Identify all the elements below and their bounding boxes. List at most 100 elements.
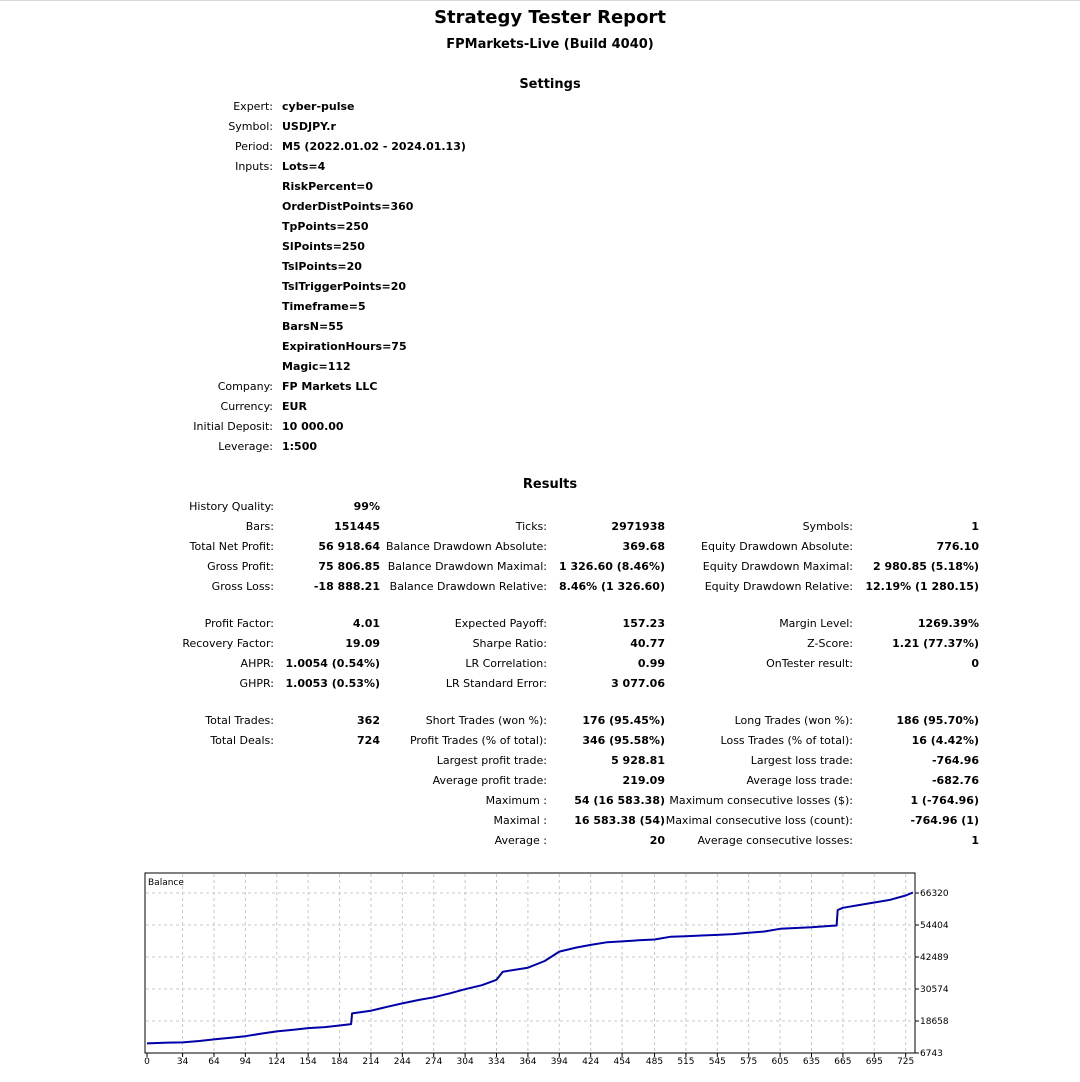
chart-x-tick-label: 635 [803,1057,820,1067]
results-label: Equity Drawdown Relative: [704,580,853,593]
settings-label: Leverage: [218,440,273,453]
results-label: Gross Profit: [207,560,274,573]
chart-x-tick-label: 394 [551,1057,568,1067]
chart-x-tick-label: 244 [394,1057,411,1067]
results-value: 369.68 [622,540,665,553]
results-label: Ticks: [515,520,547,533]
chart-y-tick-label: 54404 [920,921,949,931]
chart-y-tick-label: 30574 [920,985,949,995]
results-value: -764.96 (1) [910,814,979,827]
results-value: 1 (-764.96) [910,794,979,807]
results-value: 346 (95.58%) [582,734,665,747]
chart-frame [144,872,916,1054]
results-value: 1 326.60 (8.46%) [559,560,665,573]
results-label: LR Standard Error: [445,677,547,690]
results-value: -764.96 [931,754,979,767]
results-label: LR Correlation: [465,657,547,670]
chart-x-tick-label: 454 [613,1057,630,1067]
chart-x-tick-label: 695 [866,1057,883,1067]
results-value: 724 [357,734,380,747]
chart-x-tick-label: 605 [772,1057,789,1067]
results-label: Total Deals: [210,734,274,747]
results-value: -682.76 [931,774,979,787]
results-label: Margin Level: [779,617,853,630]
results-value: 1.21 (77.37%) [892,637,979,650]
results-value: 362 [357,714,380,727]
settings-value: EUR [282,400,307,413]
results-label: Recovery Factor: [182,637,274,650]
chart-x-tick-label: 424 [582,1057,599,1067]
results-label: Gross Loss: [211,580,274,593]
results-value: 5 928.81 [611,754,665,767]
results-value: 219.09 [622,774,665,787]
settings-label: Inputs: [235,160,273,173]
results-value: 2 980.85 (5.18%) [873,560,979,573]
settings-value: BarsN=55 [282,320,344,333]
results-value: 12.19% (1 280.15) [865,580,979,593]
chart-x-tick-label: 665 [834,1057,851,1067]
results-value: 19.09 [345,637,380,650]
chart-x-tick-label: 154 [300,1057,317,1067]
settings-value: TslPoints=20 [282,260,362,273]
chart-y-tick-label: 18658 [920,1017,949,1027]
results-label: Average : [494,834,547,847]
results-value: 16 (4.42%) [911,734,979,747]
results-label: Equity Drawdown Absolute: [701,540,853,553]
chart-x-tick-label: 515 [677,1057,694,1067]
settings-label: Company: [217,380,273,393]
chart-x-tick-label: 575 [740,1057,757,1067]
results-label: Sharpe Ratio: [472,637,547,650]
chart-title: Balance [148,878,184,888]
settings-value: TpPoints=250 [282,220,369,233]
results-value: 99% [353,500,380,513]
chart-x-tick-label: 364 [519,1057,536,1067]
settings-value: SlPoints=250 [282,240,365,253]
results-label: Maximum : [485,794,547,807]
results-value: 157.23 [622,617,665,630]
settings-value: FP Markets LLC [282,380,378,393]
chart-x-tick-label: 34 [177,1057,189,1067]
chart-x-tick-label: 124 [268,1057,285,1067]
chart-x-tick-label: 94 [240,1057,252,1067]
results-label: Bars: [245,520,274,533]
settings-label: Symbol: [228,120,273,133]
report-subtitle: FPMarkets-Live (Build 4040) [446,37,654,52]
results-label: History Quality: [189,500,274,513]
results-label: Profit Trades (% of total): [409,734,547,747]
settings-value: RiskPercent=0 [282,180,373,193]
results-value: 0 [971,657,979,670]
results-value: 0.99 [637,657,665,670]
results-heading: Results [522,477,578,492]
results-value: 1 [971,834,979,847]
results-value: 4.01 [352,617,380,630]
results-value: 8.46% (1 326.60) [559,580,665,593]
results-label: Balance Drawdown Absolute: [385,540,547,553]
results-label: Balance Drawdown Maximal: [387,560,547,573]
results-label: Average profit trade: [432,774,547,787]
results-value: 151445 [334,520,380,533]
settings-label: Period: [234,140,273,153]
results-label: Total Trades: [205,714,274,727]
chart-x-tick-label: 485 [646,1057,663,1067]
settings-value: Lots=4 [282,160,326,173]
settings-value: USDJPY.r [282,120,336,133]
chart-x-tick-label: 214 [362,1057,379,1067]
settings-value: TslTriggerPoints=20 [282,280,407,293]
results-value: 1 [971,520,979,533]
results-value: 56 918.64 [318,540,380,553]
results-value: 75 806.85 [318,560,380,573]
results-value: 1269.39% [917,617,979,630]
results-label: Profit Factor: [204,617,274,630]
chart-x-tick-label: 184 [331,1057,348,1067]
results-value: 1.0053 (0.53%) [285,677,381,690]
settings-value: cyber-pulse [282,100,355,113]
chart-x-tick-label: 725 [897,1057,914,1067]
results-value: 40.77 [630,637,665,650]
results-label: Total Net Profit: [189,540,274,553]
results-value: 20 [649,834,665,847]
results-value: 2971938 [611,520,665,533]
results-label: Balance Drawdown Relative: [389,580,547,593]
results-label: Long Trades (won %): [734,714,853,727]
chart-y-tick-label: 42489 [920,953,949,963]
